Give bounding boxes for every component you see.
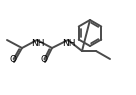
- Text: NH: NH: [62, 38, 76, 48]
- Text: O: O: [41, 55, 47, 63]
- Text: O: O: [10, 55, 16, 63]
- Text: NH: NH: [31, 38, 45, 48]
